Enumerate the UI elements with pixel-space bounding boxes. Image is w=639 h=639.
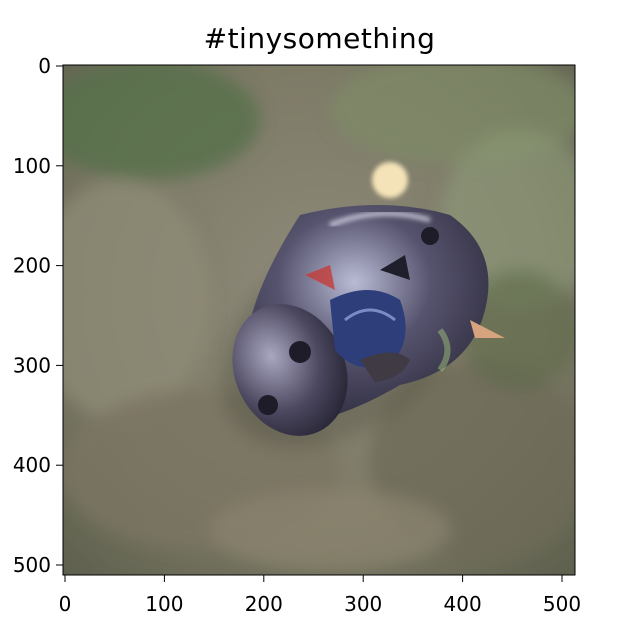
y-axis: 0 100 200 300 400 500 xyxy=(13,54,63,577)
plot-frame xyxy=(62,64,576,576)
x-tick-label: 500 xyxy=(543,592,581,616)
y-tick-label: 100 xyxy=(13,154,51,178)
x-tick-label: 100 xyxy=(145,592,183,616)
x-tick-label: 300 xyxy=(344,592,382,616)
y-tick-label: 400 xyxy=(13,453,51,477)
y-tick-label: 200 xyxy=(13,254,51,278)
y-tick-label: 500 xyxy=(13,553,51,577)
photo-area xyxy=(63,65,575,575)
x-axis: 0 100 200 300 400 500 xyxy=(59,575,581,616)
x-tick-label: 200 xyxy=(245,592,283,616)
x-tick-label: 0 xyxy=(59,592,72,616)
beetle-bug-icon xyxy=(221,162,505,447)
image-title: #tinysomething xyxy=(203,22,436,55)
y-tick-label: 0 xyxy=(38,54,51,78)
x-tick-label: 400 xyxy=(444,592,482,616)
y-tick-label: 300 xyxy=(13,353,51,377)
